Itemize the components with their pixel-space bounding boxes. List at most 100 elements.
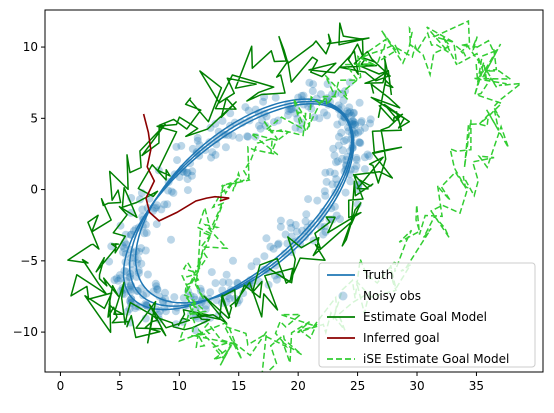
noisy-obs-point (338, 154, 346, 163)
noisy-obs-point (341, 188, 350, 197)
noisy-obs-point (206, 288, 215, 297)
noisy-obs-point (119, 248, 127, 257)
noisy-obs-point (317, 223, 326, 231)
noisy-obs-point (211, 119, 220, 128)
x-tick-label: 0 (57, 379, 65, 393)
noisy-obs-point (182, 168, 191, 177)
noisy-obs-point (139, 291, 148, 300)
noisy-obs-point (202, 301, 211, 310)
noisy-obs-point (110, 276, 119, 284)
noisy-obs-point (130, 253, 139, 262)
noisy-obs-point (173, 156, 182, 165)
noisy-obs-point (167, 187, 176, 196)
noisy-obs-point (141, 246, 150, 255)
noisy-obs-point (307, 104, 316, 113)
noisy-obs-point (301, 232, 309, 241)
noisy-obs-point (338, 118, 346, 126)
noisy-obs-point (320, 108, 328, 117)
noisy-obs-point (114, 276, 123, 285)
noisy-obs-point (157, 205, 166, 214)
noisy-obs-point (221, 143, 230, 152)
noisy-obs-point (116, 274, 125, 283)
noisy-obs-point (143, 270, 152, 279)
noisy-obs-point (218, 116, 227, 125)
noisy-obs-point (365, 152, 374, 161)
noisy-obs-point (260, 252, 269, 261)
noisy-obs-point (160, 200, 169, 209)
noisy-obs-point (301, 217, 310, 226)
noisy-obs-point (349, 109, 358, 118)
noisy-obs-point (320, 187, 329, 196)
noisy-obs-point (183, 186, 192, 195)
noisy-obs-point (346, 108, 355, 117)
noisy-obs-point (323, 111, 331, 120)
noisy-obs-point (330, 151, 339, 160)
noisy-obs-point (208, 148, 217, 157)
noisy-obs-point (188, 167, 197, 176)
noisy-obs-point (337, 128, 346, 137)
noisy-obs-point (269, 244, 278, 253)
noisy-obs-point (363, 150, 372, 159)
noisy-obs-point (126, 283, 134, 292)
noisy-obs-point (323, 80, 332, 88)
x-tick-label: 20 (291, 379, 306, 393)
noisy-obs-point (153, 285, 162, 294)
noisy-obs-point (262, 234, 271, 243)
noisy-obs-point (332, 158, 340, 167)
legend-item-estimate: Estimate Goal Model (327, 310, 487, 324)
noisy-obs-point (355, 138, 364, 147)
noisy-obs-point (346, 177, 355, 186)
noisy-obs-point (266, 242, 275, 251)
noisy-obs-point (345, 103, 354, 112)
legend-item-truth: Truth (327, 268, 393, 282)
noisy-obs-point (333, 120, 342, 129)
noisy-obs-point (137, 284, 146, 293)
noisy-obs-point (153, 285, 162, 294)
noisy-obs-point (343, 107, 352, 116)
x-tick-label: 30 (409, 379, 424, 393)
noisy-obs-point (287, 223, 296, 232)
noisy-obs-point (334, 141, 343, 150)
noisy-obs-point (352, 155, 361, 164)
noisy-obs-point (169, 188, 178, 197)
noisy-obs-point (177, 141, 186, 150)
y-tick-label: −5 (20, 254, 38, 268)
noisy-obs-point (224, 278, 233, 287)
noisy-obs-point (112, 274, 121, 283)
noisy-obs-point (183, 168, 192, 177)
noisy-obs-point (255, 121, 263, 130)
plot-area (67, 19, 524, 372)
noisy-obs-point (120, 244, 129, 253)
noisy-obs-point (122, 240, 131, 249)
noisy-obs-point (352, 161, 361, 170)
noisy-obs-point (150, 204, 159, 213)
noisy-obs-point (225, 294, 234, 303)
noisy-obs-point (322, 177, 331, 186)
noisy-obs-point (330, 169, 339, 178)
noisy-obs-point (336, 215, 344, 224)
x-tick-label: 35 (469, 379, 484, 393)
noisy-obs-point (256, 124, 265, 133)
noisy-obs-point (219, 278, 227, 287)
noisy-obs-point (116, 221, 125, 230)
noisy-obs-point (321, 191, 330, 200)
noisy-obs-point (163, 200, 172, 209)
noisy-obs-point (135, 247, 144, 256)
legend-label: Truth (362, 268, 393, 282)
series-estimate-goal-model-line (67, 22, 411, 344)
noisy-obs-point (309, 80, 318, 89)
noisy-obs-point (360, 123, 369, 132)
noisy-obs-point (127, 295, 136, 304)
noisy-obs-point (170, 293, 179, 302)
noisy-obs-point (355, 138, 364, 147)
noisy-obs-point (187, 171, 196, 180)
noisy-obs-point (356, 139, 365, 148)
noisy-obs-point (140, 229, 149, 238)
noisy-obs-point (304, 195, 313, 204)
noisy-obs-point (357, 117, 366, 126)
noisy-obs-point (152, 203, 161, 212)
noisy-obs-point (211, 150, 220, 159)
noisy-obs-point (207, 268, 216, 277)
noisy-obs-point (284, 106, 293, 115)
noisy-obs-point (354, 128, 363, 137)
